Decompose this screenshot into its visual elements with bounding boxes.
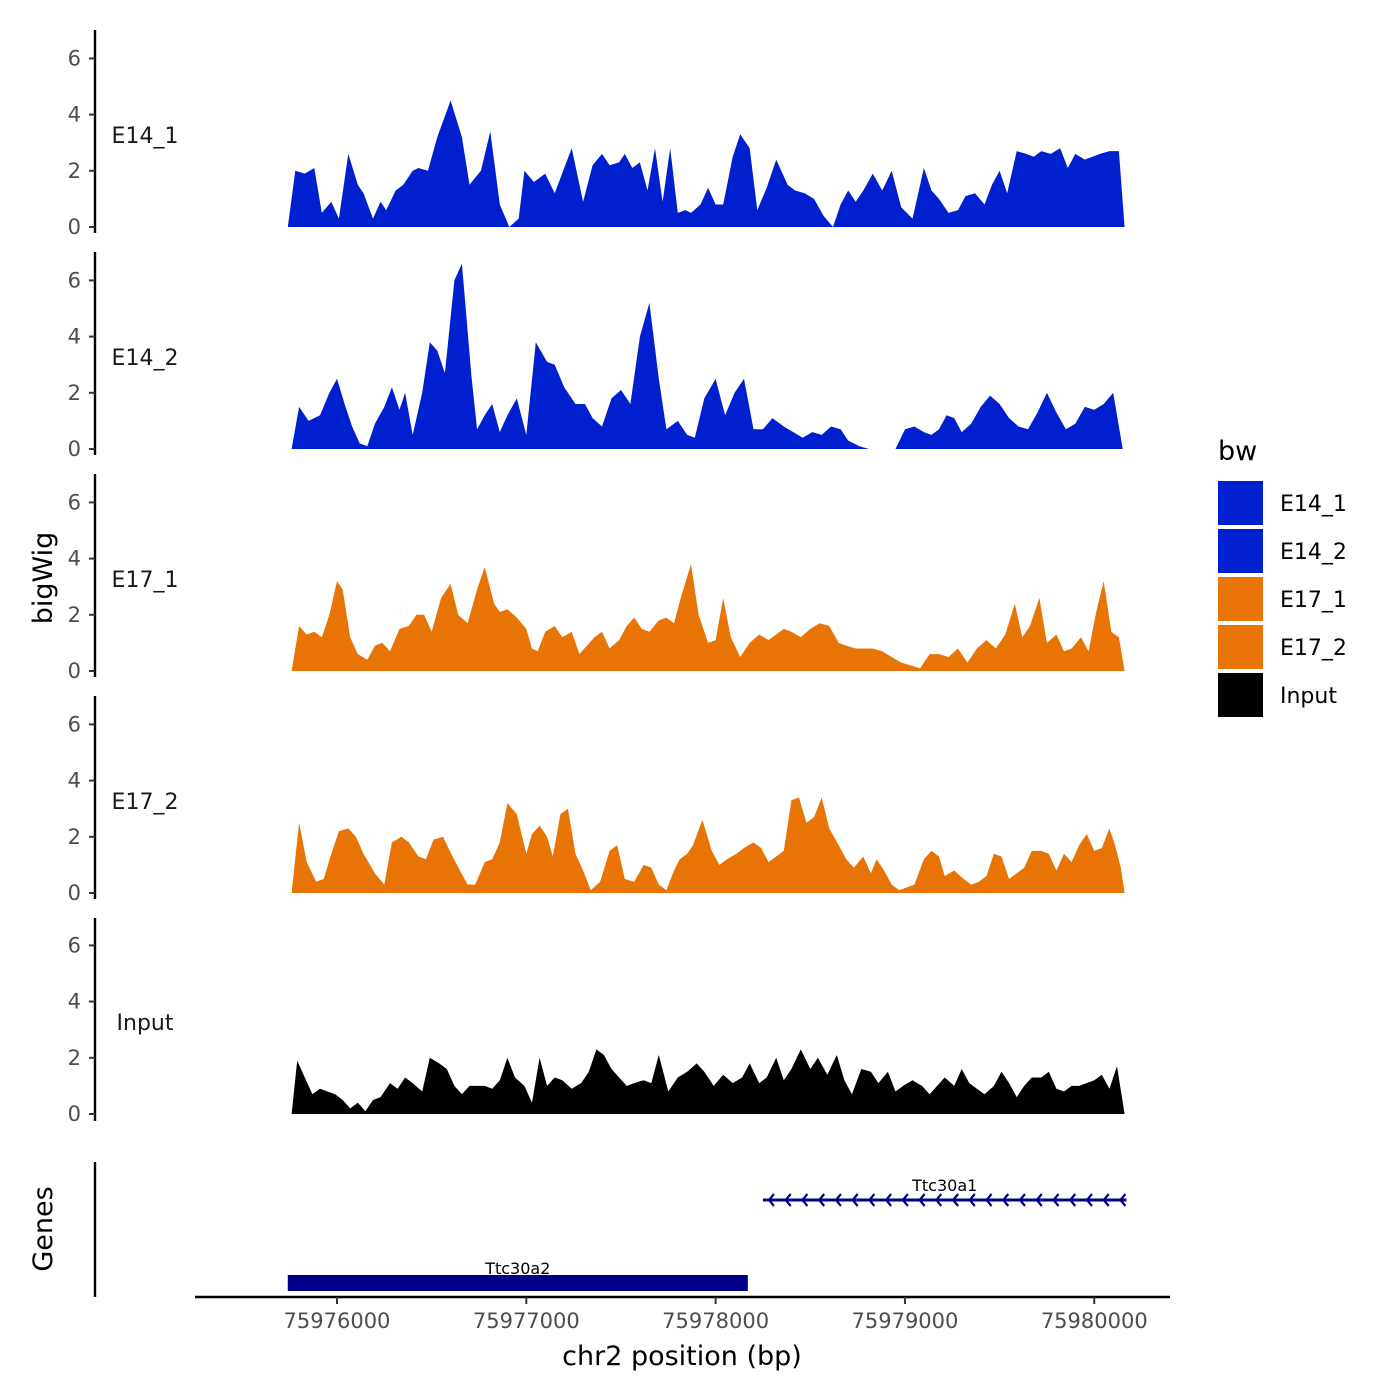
track-label: E17_2 — [112, 790, 179, 815]
gene-body — [287, 1275, 748, 1291]
legend-swatch — [1218, 529, 1263, 573]
strand-arrow — [918, 1193, 926, 1207]
y-tick-label: 4 — [68, 103, 81, 127]
strand-arrow — [1119, 1193, 1127, 1207]
strand-arrow — [934, 1193, 943, 1207]
genes-axis-title: Genes — [28, 1186, 59, 1271]
y-tick-label: 0 — [68, 881, 81, 905]
legend-swatch — [1218, 673, 1263, 717]
y-tick-label: 6 — [68, 712, 81, 736]
strand-arrow — [1052, 1193, 1060, 1207]
coverage-area-e14-1 — [287, 100, 1125, 227]
y-tick-label: 4 — [68, 325, 81, 349]
x-tick-label: 75978000 — [662, 1309, 769, 1333]
x-tick-label: 75979000 — [852, 1309, 959, 1333]
strand-arrow — [884, 1193, 892, 1207]
y-tick-label: 4 — [68, 769, 81, 793]
strand-arrow — [1001, 1193, 1010, 1207]
y-tick-label: 0 — [68, 1102, 81, 1126]
genes-layer: Ttc30a1 Ttc30a2 — [93, 1162, 1127, 1297]
legend-label: Input — [1280, 684, 1337, 709]
track-e17-2: 0 2 4 6 E17_2 — [68, 696, 1125, 905]
coverage-area-e17-2 — [291, 797, 1125, 893]
y-tick-label: 6 — [68, 933, 81, 957]
strand-arrow — [1035, 1193, 1043, 1207]
track-input: 0 2 4 6 Input — [68, 918, 1125, 1126]
track-e14-2: 0 2 4 6 E14_2 — [68, 252, 1123, 461]
strand-arrow — [867, 1193, 876, 1207]
strand-arrow — [985, 1193, 993, 1207]
y-tick-label: 2 — [68, 381, 81, 405]
y-tick-label: 0 — [68, 437, 81, 461]
track-label: E17_1 — [112, 568, 179, 593]
coverage-area-e14-2 — [291, 263, 1123, 449]
legend-label: E14_2 — [1280, 540, 1347, 565]
gene-label: Ttc30a2 — [484, 1259, 550, 1278]
gene-label: Ttc30a1 — [911, 1176, 977, 1195]
legend-swatch — [1218, 577, 1263, 621]
track-e14-1: 0 2 4 6 E14_1 — [68, 30, 1125, 239]
tracks-layer: 0 2 4 6 E14_1 0 2 4 6 E14_2 0 2 4 6 E17_1 0 2 4 6 E17_2 0 2 4 6… — [68, 30, 1125, 1126]
strand-arrow — [1068, 1193, 1077, 1207]
legend-swatch — [1218, 625, 1263, 669]
legend-title: bw — [1218, 436, 1257, 467]
coverage-area-e17-1 — [291, 564, 1125, 671]
y-tick-label: 2 — [68, 825, 81, 849]
legend: E14_1 E14_2 E17_1 E17_2 Input — [1218, 481, 1347, 717]
track-label: Input — [117, 1011, 174, 1036]
x-tick-label: 75980000 — [1041, 1309, 1148, 1333]
x-tick-label: 75977000 — [473, 1309, 580, 1333]
y-tick-label: 4 — [68, 990, 81, 1014]
y-axis-title: bigWig — [28, 532, 59, 625]
y-tick-label: 6 — [68, 46, 81, 70]
strand-arrow — [784, 1193, 792, 1207]
y-tick-label: 2 — [68, 1046, 81, 1070]
track-label: E14_2 — [112, 346, 179, 371]
strand-arrow — [951, 1193, 959, 1207]
y-tick-label: 0 — [68, 659, 81, 683]
strand-arrow — [968, 1193, 976, 1207]
x-axis: 75976000 75977000 75978000 75979000 75980000 — [195, 1295, 1170, 1333]
strand-arrow — [901, 1193, 909, 1207]
strand-arrow — [801, 1193, 809, 1207]
strand-arrow — [1102, 1193, 1110, 1207]
legend-swatch — [1218, 481, 1263, 525]
strand-arrow — [817, 1193, 826, 1207]
y-tick-label: 6 — [68, 268, 81, 292]
legend-label: E17_2 — [1280, 636, 1347, 661]
gene-ttc30a1: Ttc30a1 — [762, 1176, 1127, 1207]
strand-arrow — [1085, 1193, 1093, 1207]
y-tick-label: 2 — [68, 159, 81, 183]
y-tick-label: 4 — [68, 547, 81, 571]
legend-label: E14_1 — [1280, 492, 1347, 517]
track-e17-1: 0 2 4 6 E17_1 — [68, 474, 1125, 683]
y-tick-label: 0 — [68, 215, 81, 239]
legend-label: E17_1 — [1280, 588, 1347, 613]
gene-ttc30a2: Ttc30a2 — [287, 1259, 748, 1291]
strand-arrow — [1018, 1193, 1026, 1207]
strand-arrow — [767, 1193, 775, 1207]
strand-arrow — [851, 1193, 859, 1207]
strand-arrow — [834, 1193, 842, 1207]
y-tick-label: 2 — [68, 603, 81, 627]
x-axis-title: chr2 position (bp) — [562, 1341, 802, 1372]
x-tick-label: 75976000 — [284, 1309, 391, 1333]
y-tick-label: 6 — [68, 490, 81, 514]
coverage-area-input — [291, 1049, 1125, 1114]
track-label: E14_1 — [112, 124, 179, 149]
